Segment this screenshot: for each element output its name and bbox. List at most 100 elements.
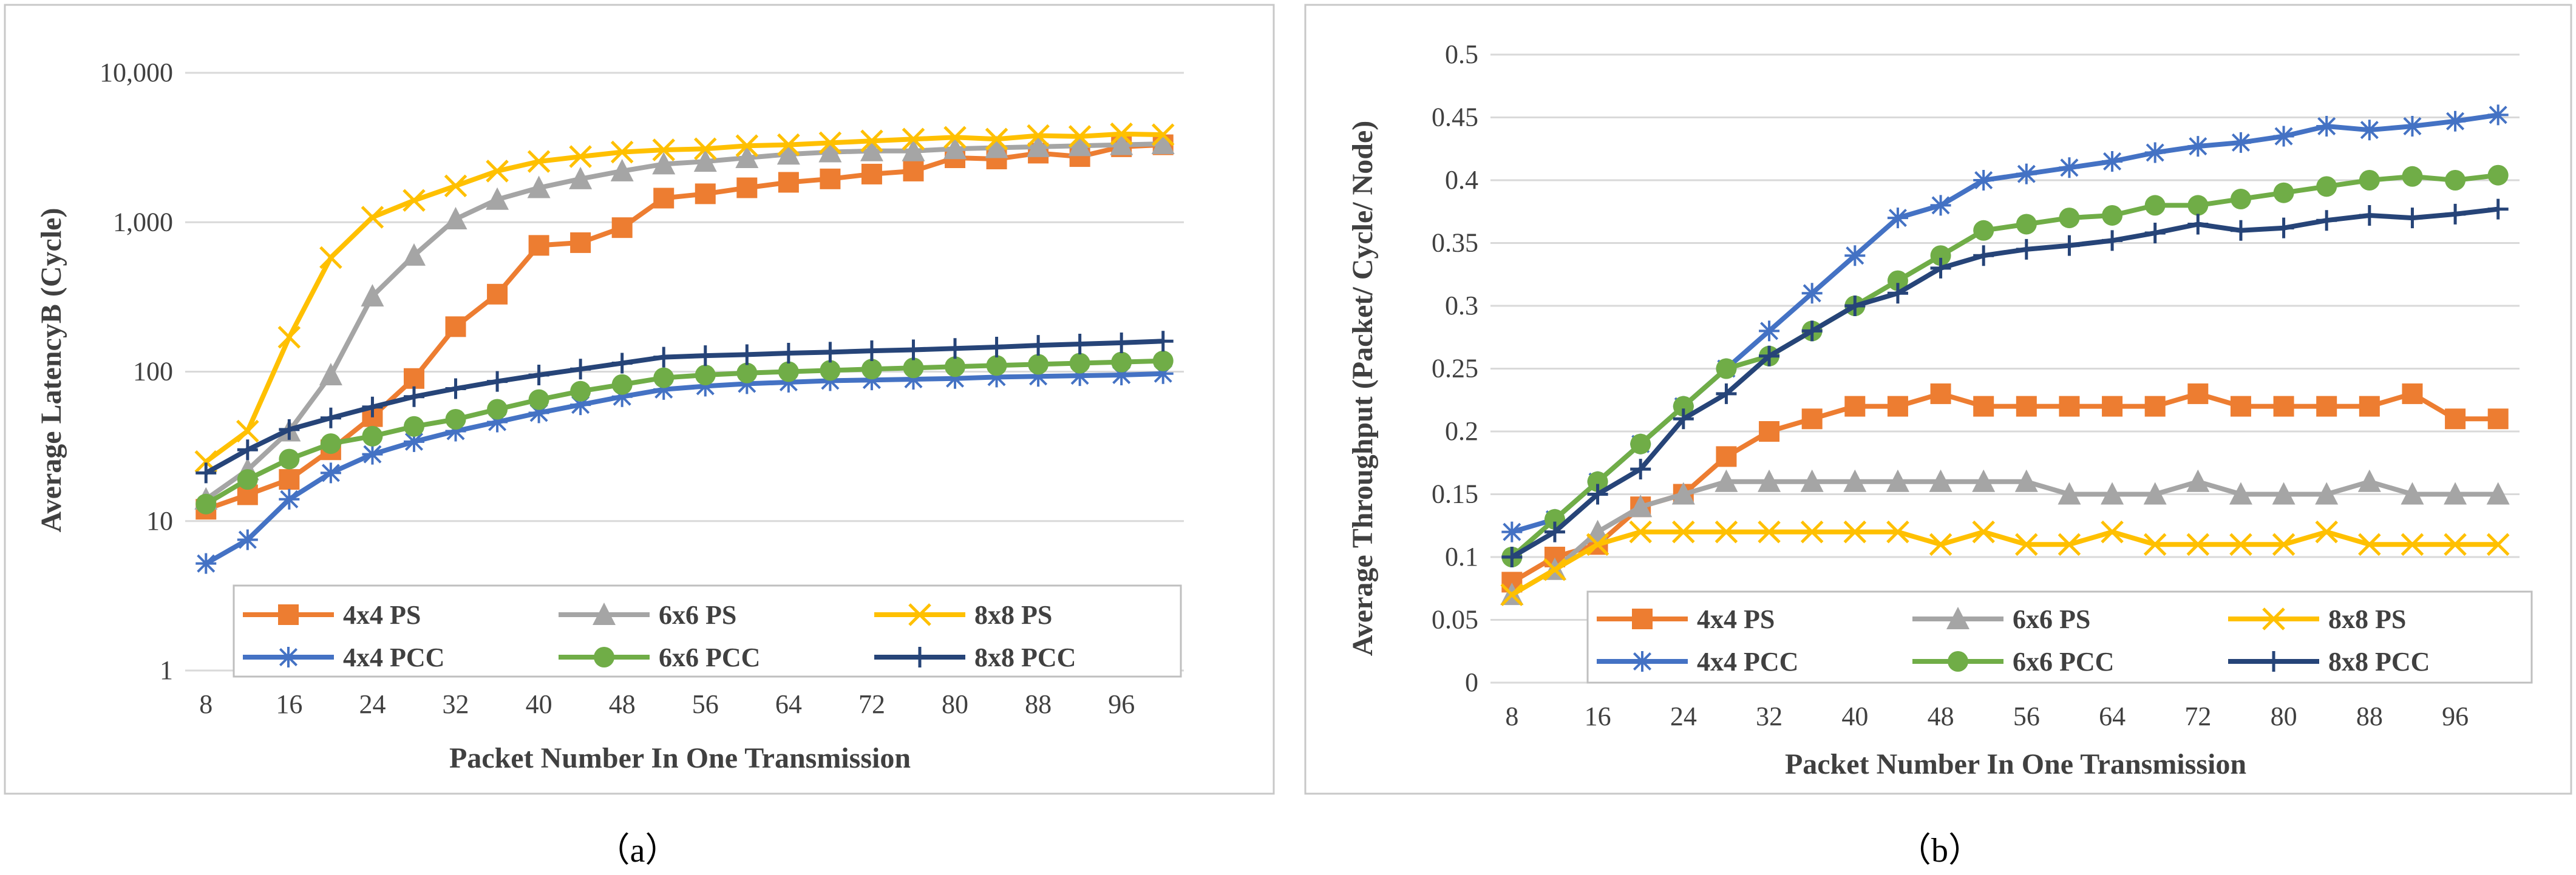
x-tick-label: 88 xyxy=(1025,689,1052,719)
data-point xyxy=(2229,533,2252,556)
data-point xyxy=(2402,115,2423,137)
data-point xyxy=(778,172,799,193)
data-point xyxy=(861,359,882,380)
data-point xyxy=(1844,296,1866,316)
data-point xyxy=(861,370,882,391)
data-point xyxy=(861,340,882,362)
x-tick-label: 24 xyxy=(1670,701,1697,731)
panel-b-legend-box xyxy=(1586,590,2533,684)
panel-b-y-axis-title: Average Throughput (Packet/ Cycle/ Node) xyxy=(1347,121,1379,657)
data-point xyxy=(277,325,301,349)
data-point xyxy=(1930,257,1951,279)
data-point xyxy=(195,462,217,484)
series-4x4-ps xyxy=(1501,383,2509,593)
data-point xyxy=(2016,163,2037,184)
y-tick-label: 1 xyxy=(160,655,173,685)
data-point xyxy=(1759,345,1780,367)
panel-a-x-ticks: 8 16 24 32 40 48 56 64 72 80 88 96 xyxy=(199,689,1135,719)
data-point xyxy=(2016,238,2037,260)
data-point xyxy=(2230,132,2251,153)
x-tick-label: 72 xyxy=(2184,701,2211,731)
data-point xyxy=(1501,521,1523,542)
y-tick-label: 0.1 xyxy=(1445,542,1478,572)
data-point xyxy=(362,425,383,447)
data-point xyxy=(2315,520,2338,544)
caption-b: （b） xyxy=(1897,832,1982,870)
data-point xyxy=(2230,396,2251,417)
data-point xyxy=(2058,482,2081,505)
data-point xyxy=(653,346,675,368)
data-point xyxy=(1028,335,1049,356)
legend-entry: 6x6 PS xyxy=(1912,604,2090,634)
legend-label: 8x8 PCC xyxy=(2328,647,2430,677)
data-point xyxy=(2058,533,2081,556)
data-point xyxy=(2102,230,2123,251)
legend-marker xyxy=(594,647,614,667)
data-point xyxy=(653,379,675,400)
y-tick-label: 0 xyxy=(1465,667,1478,697)
legend-entry: 4x4 PS xyxy=(243,600,421,630)
data-point xyxy=(1673,396,1694,417)
data-point xyxy=(2144,142,2166,163)
x-tick-label: 80 xyxy=(942,689,968,719)
x-tick-label: 56 xyxy=(2013,701,2040,731)
series-8x8-ps xyxy=(194,122,1175,473)
legend-marker xyxy=(278,604,299,625)
data-point xyxy=(2144,396,2166,417)
data-point xyxy=(1930,245,1951,266)
data-point xyxy=(2229,482,2252,505)
panel-a-series xyxy=(194,122,1175,574)
data-point xyxy=(1929,469,1952,492)
data-point xyxy=(1630,459,1651,480)
legend-label: 8x8 PCC xyxy=(974,643,1076,672)
data-point xyxy=(2273,396,2294,417)
data-point xyxy=(985,127,1008,151)
data-point xyxy=(2316,210,2337,231)
data-point xyxy=(1152,350,1174,371)
legend-label: 6x6 PS xyxy=(2013,604,2090,634)
data-point xyxy=(2230,220,2251,241)
data-point xyxy=(820,168,841,189)
data-point xyxy=(2315,482,2339,505)
data-point xyxy=(279,419,300,440)
data-point xyxy=(735,134,759,157)
legend-label: 6x6 PS xyxy=(659,600,736,630)
data-point xyxy=(1973,220,1994,241)
data-point xyxy=(736,344,758,365)
data-point xyxy=(818,131,842,155)
data-point xyxy=(1110,122,1133,146)
data-point xyxy=(1068,133,1092,157)
x-tick-label: 40 xyxy=(1841,701,1868,731)
y-tick-label: 0.15 xyxy=(1432,479,1478,509)
caption-a: （a） xyxy=(596,832,679,870)
x-tick-label: 96 xyxy=(1108,689,1135,719)
panel-a-x-axis-title: Packet Number In One Transmission xyxy=(449,742,911,774)
data-point xyxy=(1151,131,1175,154)
data-point xyxy=(1973,396,1994,417)
data-point xyxy=(1111,351,1132,373)
data-point xyxy=(1759,421,1780,442)
data-point xyxy=(1801,408,1823,430)
data-point xyxy=(570,394,591,416)
x-tick-label: 88 xyxy=(2356,701,2383,731)
data-point xyxy=(2015,533,2038,556)
data-point xyxy=(903,357,924,379)
data-point xyxy=(610,158,634,181)
chart-panel-b: 0 0.05 0.1 0.15 0.2 0.25 0.3 0.35 0.4 0.45 0.5 8 16… xyxy=(1304,4,2572,795)
data-point xyxy=(736,373,758,394)
data-point xyxy=(569,166,593,189)
data-point xyxy=(1973,170,1994,191)
data-point xyxy=(1887,208,1908,229)
panel-a-legend: 4x4 PS 6x6 PS 8x8 PS 4x4 PCC 6x6 PCC 8x8 PCC xyxy=(233,584,1182,678)
data-point xyxy=(403,368,424,389)
data-point xyxy=(1068,125,1092,148)
data-point xyxy=(279,469,300,490)
data-point xyxy=(777,142,800,165)
data-point xyxy=(2186,533,2210,556)
data-point xyxy=(2143,533,2167,556)
data-point xyxy=(2487,408,2509,430)
data-point xyxy=(361,206,384,229)
data-point xyxy=(945,338,966,359)
data-point xyxy=(2273,126,2294,147)
data-point xyxy=(1500,583,1524,606)
